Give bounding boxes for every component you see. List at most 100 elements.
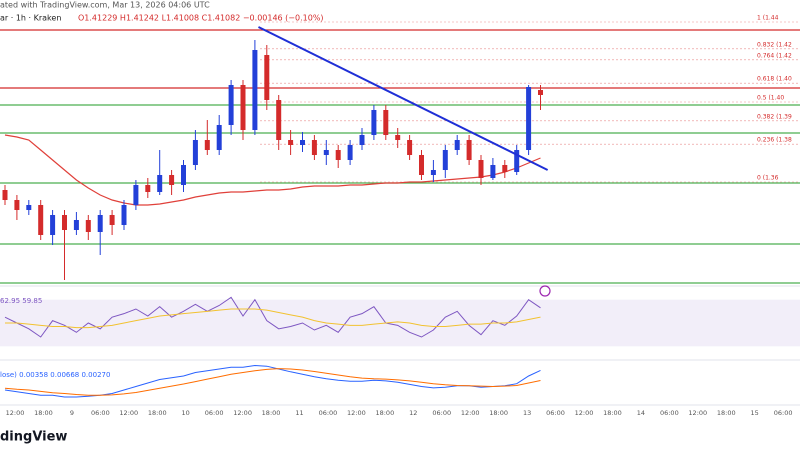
rsi-line [4, 296, 541, 338]
candle-body [97, 215, 103, 232]
x-tick-label: 18:00 [489, 409, 508, 417]
candle-body [430, 170, 436, 175]
candle-body [169, 175, 175, 185]
header-line: ated with TradingView.com, Mar 13, 2026 … [0, 1, 210, 10]
candle-body [26, 205, 32, 210]
candle-body [50, 215, 56, 235]
macd-label: lose) 0.00358 0.00668 0.00270 [0, 371, 110, 379]
candle-body [85, 220, 91, 232]
macd-line [4, 364, 541, 398]
x-tick-label: 15 [751, 409, 759, 417]
candle-body [133, 185, 139, 205]
moving-average [4, 134, 541, 206]
candle-body [38, 205, 44, 235]
candle-body [73, 220, 79, 230]
candle-body [181, 165, 186, 185]
candle-body [442, 150, 448, 170]
candle-body [490, 165, 496, 178]
symbol: ar · 1h · Kraken [0, 14, 61, 23]
candle-body [157, 175, 163, 192]
x-tick-label: 12 [409, 409, 417, 417]
candle-body [121, 205, 127, 225]
candle-body [454, 140, 460, 150]
x-tick-label: 12:00 [233, 409, 252, 417]
x-tick-label: 18:00 [148, 409, 167, 417]
rsi-label: 62.95 59.85 [0, 297, 42, 305]
candle-body [526, 87, 532, 150]
ohlc: O1.41229 H1.41242 L1.41008 C1.41082 −0.0… [78, 14, 324, 23]
x-tick-label: 12:00 [6, 409, 25, 417]
candle-body [228, 85, 234, 125]
candle-body [538, 90, 543, 95]
x-tick-label: 18:00 [717, 409, 736, 417]
x-tick-label: 18:00 [603, 409, 622, 417]
x-tick-label: 06:00 [91, 409, 110, 417]
candle-body [323, 150, 329, 155]
fib-label: 1 (1.44 [757, 15, 779, 22]
candle-body [395, 135, 401, 140]
fib-label: 0.832 (1.42 [757, 41, 792, 48]
candle-body [383, 110, 389, 135]
candle-body [62, 215, 67, 230]
x-tick-label: 18:00 [375, 409, 394, 417]
x-tick-label: 06:00 [774, 409, 793, 417]
x-tick-label: 12:00 [688, 409, 707, 417]
trendline [258, 26, 549, 171]
x-tick-label: 18:00 [262, 409, 281, 417]
candle-body [347, 145, 353, 160]
candle-body [264, 55, 270, 100]
x-tick-label: 11 [295, 409, 303, 417]
logo: dingView [0, 430, 67, 445]
candle-body [288, 140, 294, 145]
candle-body [514, 150, 520, 172]
candle-body [145, 185, 151, 192]
candle-body [204, 140, 210, 150]
x-tick-label: 18:00 [34, 409, 53, 417]
candle-body [300, 140, 305, 145]
candle-body [276, 100, 282, 140]
candle-body [335, 150, 341, 160]
x-tick-label: 06:00 [205, 409, 224, 417]
alert-icon[interactable] [539, 285, 551, 297]
x-tick-label: 10 [182, 409, 190, 417]
x-tick-label: 06:00 [319, 409, 338, 417]
fib-label: 0 (1.36 [757, 175, 779, 182]
candle-body [466, 140, 472, 160]
fib-label: 0.618 (1.40 [757, 76, 792, 83]
rsi-band [0, 299, 800, 347]
candle-body [478, 160, 484, 178]
candle-body [252, 50, 258, 130]
candle-body [192, 140, 198, 165]
fib-label: 0.5 (1.40 [757, 95, 784, 102]
rsi-line [5, 308, 541, 329]
x-tick-label: 06:00 [546, 409, 565, 417]
x-tick-label: 13 [523, 409, 531, 417]
x-tick-label: 06:00 [660, 409, 679, 417]
candle-body [407, 140, 413, 155]
candle-body [502, 165, 508, 172]
candle-body [216, 125, 222, 150]
candle-body [2, 190, 8, 200]
x-tick-label: 12:00 [347, 409, 366, 417]
x-tick-label: 12:00 [461, 409, 480, 417]
fib-label: 0.236 (1.38 [757, 137, 792, 144]
x-tick-label: 06:00 [432, 409, 451, 417]
fib-label: 0.764 (1.42 [757, 52, 792, 59]
x-tick-label: 12:00 [575, 409, 594, 417]
candle-body [14, 200, 20, 210]
macd-line [4, 368, 541, 396]
candle-body [240, 85, 246, 130]
x-tick-label: 14 [637, 409, 645, 417]
plot: 1 (1.44 0.832 (1.42 0.764 (1.42 0.618 (1.40… [0, 15, 800, 417]
candle-body [419, 155, 424, 175]
fib-label: 0.382 (1.39 [757, 113, 792, 120]
candle-body [371, 110, 377, 135]
candle-body [311, 140, 317, 155]
candle-body [359, 135, 365, 145]
candle-body [109, 215, 115, 225]
x-tick-label: 12:00 [119, 409, 138, 417]
x-tick-label: 9 [70, 409, 74, 417]
